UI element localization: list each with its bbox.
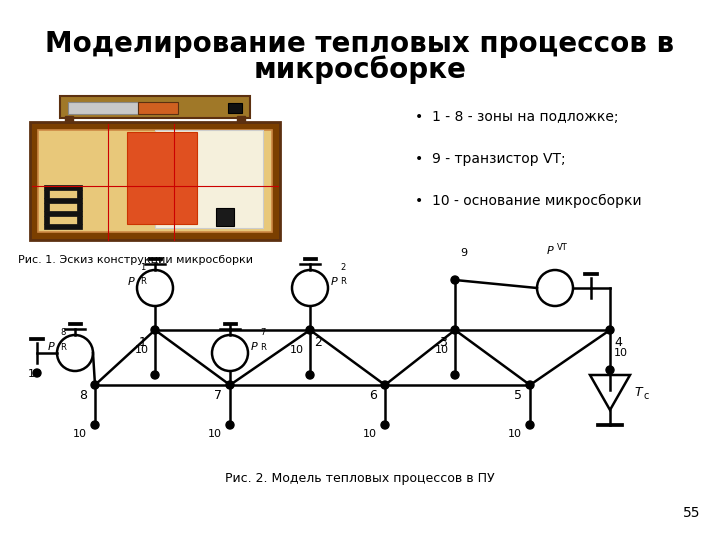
Bar (38, 130, 272, 232)
Text: 8: 8 (79, 389, 87, 402)
Text: 7: 7 (214, 389, 222, 402)
Circle shape (306, 326, 314, 334)
Bar (65, 116, 73, 122)
Text: 1: 1 (139, 336, 147, 349)
Text: 10: 10 (508, 429, 522, 439)
Bar (44, 190, 49, 198)
Bar (138, 102, 178, 114)
Text: 1: 1 (140, 263, 145, 272)
Text: микросборке: микросборке (253, 55, 467, 84)
Text: Моделирование тепловых процессов в: Моделирование тепловых процессов в (45, 30, 675, 58)
Text: 2: 2 (340, 263, 346, 272)
Circle shape (151, 371, 159, 379)
Bar (127, 132, 197, 224)
Text: •  9 - транзистор VT;: • 9 - транзистор VT; (415, 152, 566, 166)
Text: Рис. 1. Эскиз конструкции микросборки: Рис. 1. Эскиз конструкции микросборки (18, 255, 253, 265)
Bar (228, 103, 242, 113)
Bar (77, 190, 82, 198)
Text: R: R (260, 342, 266, 352)
Text: 10: 10 (208, 429, 222, 439)
Bar (44, 185, 82, 190)
Circle shape (526, 381, 534, 389)
Text: 8: 8 (60, 328, 66, 337)
Circle shape (33, 369, 41, 377)
Text: 2: 2 (314, 336, 322, 349)
Circle shape (91, 421, 99, 429)
Text: 10: 10 (290, 345, 304, 355)
Bar (237, 116, 245, 122)
Circle shape (606, 326, 614, 334)
Circle shape (606, 366, 614, 374)
Bar (44, 211, 82, 216)
Circle shape (451, 326, 459, 334)
Circle shape (151, 326, 159, 334)
Bar (44, 198, 82, 203)
Text: 10: 10 (73, 429, 87, 439)
Text: 10: 10 (135, 345, 149, 355)
Bar (60, 96, 250, 118)
Circle shape (381, 421, 389, 429)
Bar (77, 203, 82, 211)
Text: •  10 - основание микросборки: • 10 - основание микросборки (415, 194, 642, 208)
Text: P: P (48, 342, 54, 352)
Text: T: T (634, 386, 642, 399)
Text: R: R (340, 278, 346, 287)
Text: 10: 10 (363, 429, 377, 439)
Text: 10: 10 (28, 369, 42, 379)
Circle shape (451, 371, 459, 379)
Bar (44, 216, 49, 224)
Text: 10: 10 (614, 348, 628, 357)
Bar (30, 122, 280, 240)
Text: R: R (60, 342, 66, 352)
Text: P: P (251, 342, 258, 352)
Bar (155, 130, 263, 228)
Circle shape (226, 381, 234, 389)
Text: 4: 4 (614, 336, 622, 349)
Text: VT: VT (557, 243, 568, 252)
Text: 7: 7 (260, 328, 266, 337)
Circle shape (381, 381, 389, 389)
Circle shape (91, 381, 99, 389)
Bar (44, 224, 82, 229)
Text: 6: 6 (369, 389, 377, 402)
Text: •  1 - 8 - зоны на подложке;: • 1 - 8 - зоны на подложке; (415, 110, 618, 124)
Text: Рис. 2. Модель тепловых процессов в ПУ: Рис. 2. Модель тепловых процессов в ПУ (225, 472, 495, 485)
Bar (68, 102, 138, 114)
Text: P: P (331, 277, 338, 287)
Circle shape (451, 276, 459, 284)
Text: R: R (140, 278, 146, 287)
Circle shape (226, 421, 234, 429)
Circle shape (306, 371, 314, 379)
Bar (77, 216, 82, 224)
Text: c: c (644, 391, 649, 401)
Text: P: P (546, 246, 553, 256)
Text: 55: 55 (683, 506, 700, 520)
Text: 9: 9 (460, 248, 467, 258)
Text: 5: 5 (514, 389, 522, 402)
Text: 3: 3 (439, 336, 447, 349)
Bar (44, 203, 49, 211)
Bar (216, 208, 234, 226)
Text: 10: 10 (435, 345, 449, 355)
Circle shape (526, 421, 534, 429)
Text: P: P (127, 277, 134, 287)
